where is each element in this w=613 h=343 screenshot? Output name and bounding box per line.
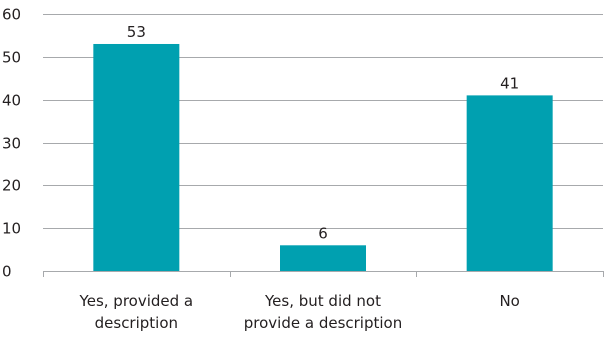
x-tick-label: Yes, but did not: [264, 292, 381, 310]
bar: [280, 245, 366, 271]
y-tick-label: 30: [2, 135, 21, 153]
x-tick-label: Yes, provided a: [79, 292, 194, 310]
x-tick-label: No: [499, 292, 519, 310]
y-tick-label: 40: [2, 92, 21, 110]
data-label: 41: [500, 74, 519, 92]
y-tick-label: 50: [2, 49, 21, 67]
y-tick-label: 60: [2, 6, 21, 24]
data-label: 53: [127, 23, 146, 41]
y-tick-label: 20: [2, 177, 21, 195]
x-tick-label: provide a description: [244, 314, 402, 332]
bar: [466, 95, 553, 271]
y-tick-label: 10: [2, 220, 21, 238]
x-axis: Yes, provided a description Yes, but did n…: [43, 271, 604, 332]
bars: [93, 43, 553, 271]
data-labels: 53 6 41: [127, 23, 519, 242]
x-tick-label: description: [95, 314, 178, 332]
y-tick-label: 0: [2, 263, 12, 281]
bar: [93, 43, 180, 271]
data-label: 6: [318, 224, 328, 242]
y-axis-tick-labels: 0 10 20 30 40 50 60: [2, 6, 21, 281]
